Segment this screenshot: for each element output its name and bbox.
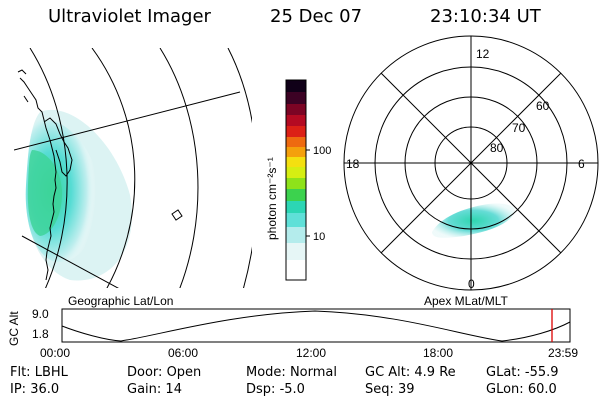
x-tick-label: 23:59 bbox=[548, 346, 578, 360]
colorbar-swatch bbox=[286, 167, 306, 178]
mlat-label-60: 60 bbox=[536, 99, 550, 113]
status-glat: GLat: -55.9 bbox=[486, 365, 559, 380]
status-label: GLon: bbox=[486, 382, 524, 397]
coastline bbox=[17, 69, 73, 281]
x-tick-label: 00:00 bbox=[40, 346, 70, 360]
y-axis-label: GC Alt bbox=[7, 311, 21, 346]
status-seq: Seq: 39 bbox=[365, 382, 415, 397]
polar-projection-label: Apex MLat/MLT bbox=[424, 294, 508, 308]
y-tick-label: 1.8 bbox=[32, 327, 49, 341]
lon-line-2 bbox=[91, 48, 136, 288]
status-label: Flt: bbox=[10, 365, 31, 380]
status-door: Door: Open bbox=[127, 365, 201, 380]
mlt-line-diag2 bbox=[380, 72, 562, 254]
mlt-label-18: 18 bbox=[346, 157, 360, 171]
polar-plot: 12 18 6 0 60 70 80 bbox=[343, 35, 599, 291]
status-label: Dsp: bbox=[246, 382, 276, 397]
colorbar-swatch bbox=[286, 92, 306, 104]
mlat-label-80: 80 bbox=[490, 141, 504, 155]
status-gc-alt: GC Alt: 4.9 Re bbox=[365, 365, 456, 380]
date-label: 25 Dec 07 bbox=[270, 6, 363, 27]
status-label: Mode: bbox=[246, 365, 286, 380]
y-tick-label: 9.0 bbox=[32, 307, 49, 321]
island bbox=[171, 209, 183, 221]
status-value: -5.0 bbox=[279, 382, 305, 397]
status-flt: Flt: LBHL bbox=[10, 365, 68, 380]
status-label: IP: bbox=[10, 382, 27, 397]
status-label: GC Alt: bbox=[365, 365, 411, 380]
status-value: Normal bbox=[289, 365, 337, 380]
colorbar-swatch bbox=[286, 157, 306, 167]
status-mode: Mode: Normal bbox=[246, 365, 337, 380]
aurora-polar-region bbox=[432, 203, 515, 238]
colorbar-swatch bbox=[286, 260, 306, 280]
status-value: 14 bbox=[165, 382, 182, 397]
timeline-frame bbox=[61, 308, 571, 343]
colorbar-swatch bbox=[286, 189, 306, 201]
x-tick-label: 06:00 bbox=[168, 346, 198, 360]
colorbar-frame bbox=[285, 79, 307, 281]
x-tick-label: 18:00 bbox=[423, 346, 453, 360]
altitude-timeline: GC Alt 9.0 1.8 00:00 06:00 12:00 18:00 2… bbox=[7, 307, 578, 360]
time-label: 23:10:34 UT bbox=[430, 6, 541, 27]
geographic-map bbox=[14, 48, 252, 288]
colorbar-swatch bbox=[286, 126, 306, 137]
colorbar-swatch bbox=[286, 147, 306, 157]
instrument-title: Ultraviolet Imager bbox=[48, 6, 211, 27]
lat-line-2 bbox=[21, 235, 119, 288]
status-glon: GLon: 60.0 bbox=[486, 382, 557, 397]
x-tick-label: 12:00 bbox=[296, 346, 326, 360]
status-value: 36.0 bbox=[30, 382, 60, 397]
status-label: Gain: bbox=[127, 382, 162, 397]
status-dsp: Dsp: -5.0 bbox=[246, 382, 305, 397]
lon-line-4 bbox=[227, 48, 252, 288]
colorbar-swatch bbox=[286, 104, 306, 115]
status-value: -55.9 bbox=[524, 365, 559, 380]
status-value: Open bbox=[166, 365, 202, 380]
colorbar-swatch bbox=[286, 243, 306, 260]
altitude-curve bbox=[61, 310, 571, 342]
colorbar: 100 10 photon cm⁻²s⁻¹ bbox=[265, 79, 331, 281]
status-gain: Gain: 14 bbox=[127, 382, 182, 397]
status-label: GLat: bbox=[486, 365, 521, 380]
status-label: Seq: bbox=[365, 382, 394, 397]
lat-line-1 bbox=[14, 91, 241, 151]
colorbar-swatch bbox=[286, 137, 306, 147]
mlt-label-6: 6 bbox=[578, 157, 585, 171]
status-label: Door: bbox=[127, 365, 163, 380]
mlt-label-12: 12 bbox=[476, 47, 490, 61]
colorbar-swatch bbox=[286, 115, 306, 126]
lon-line-3 bbox=[159, 48, 199, 288]
lon-line-1 bbox=[29, 48, 68, 288]
status-ip: IP: 36.0 bbox=[10, 382, 59, 397]
geo-projection-label: Geographic Lat/Lon bbox=[68, 294, 173, 308]
colorbar-label: photon cm⁻²s⁻¹ bbox=[265, 157, 279, 240]
colorbar-swatch bbox=[286, 178, 306, 189]
status-value: 4.9 Re bbox=[414, 365, 456, 380]
status-value: 39 bbox=[398, 382, 415, 397]
status-value: 60.0 bbox=[527, 382, 557, 397]
colorbar-swatch bbox=[286, 80, 306, 92]
colorbar-tick-label: 100 bbox=[313, 145, 331, 157]
status-value: LBHL bbox=[34, 365, 68, 380]
mlt-label-0: 0 bbox=[468, 277, 475, 291]
colorbar-swatch bbox=[286, 213, 306, 227]
mlat-label-70: 70 bbox=[512, 121, 526, 135]
colorbar-swatch bbox=[286, 201, 306, 213]
colorbar-tick-label: 10 bbox=[313, 231, 325, 243]
colorbar-swatch bbox=[286, 227, 306, 243]
